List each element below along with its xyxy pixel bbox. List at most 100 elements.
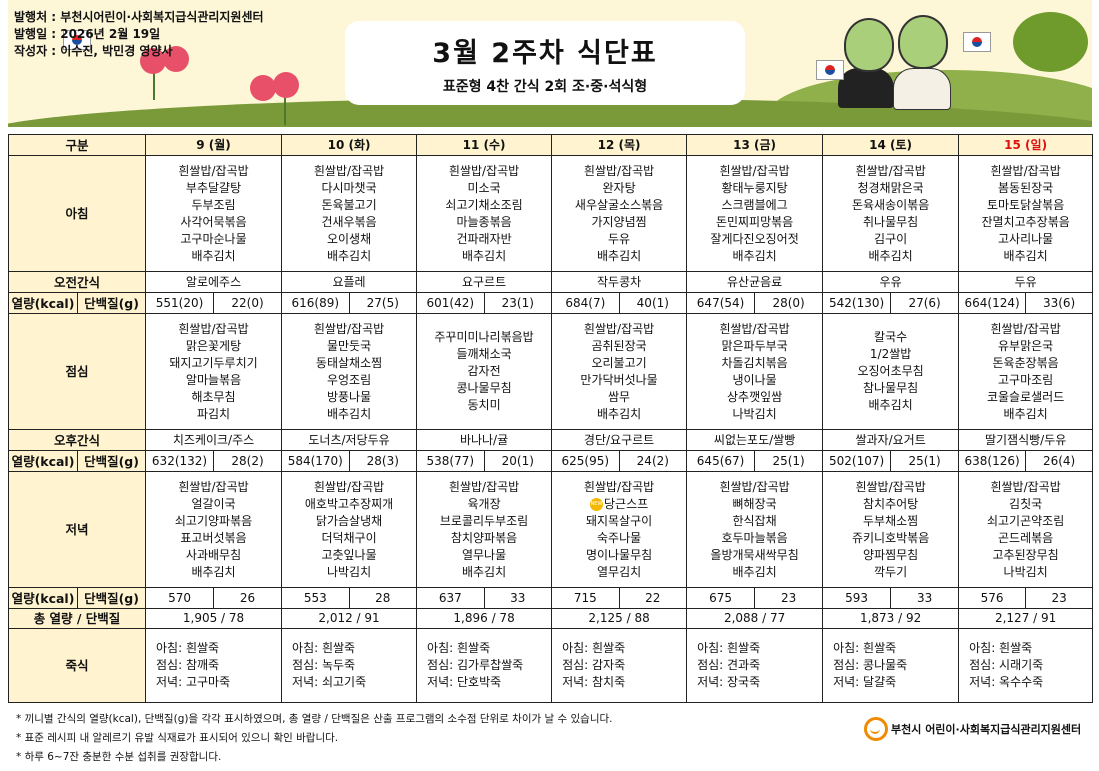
header-banner: 발행처 : 부천시어린이·사회복지급식관리지원센터 발행일 : 2026년 2월…: [8, 0, 1092, 127]
hdr-row: 구분 9 (월) 10 (화) 11 (수) 12 (목) 13 (금) 14 (토) 15 …: [7, 134, 1094, 156]
pm_snack-cell: 바나나/귤: [416, 429, 553, 451]
menu-item-text: 숙주나물: [596, 530, 642, 545]
kcal-value: 715: [551, 587, 620, 609]
publish-date: 발행일 : 2026년 2월 19일: [14, 27, 161, 41]
kcal-value: 593: [822, 587, 892, 609]
menu-item-text: 오징어초무침: [857, 364, 924, 378]
menu-item: 나박김치: [960, 564, 1092, 581]
menu-item-text: 고구마순나물: [180, 231, 247, 246]
menu-item: 마늘종볶음: [418, 214, 551, 231]
menu-item-text: 흰쌀밥/잡곡밥: [719, 163, 790, 178]
menu-item: 배추김치: [418, 248, 551, 265]
porridge-item: 아침: 흰쌀죽: [833, 641, 897, 655]
menu-item: 주꾸미미나리볶음밥: [418, 329, 551, 346]
menu-item-text: 맑은꽃게탕: [185, 338, 242, 353]
snack-row: 오전간식 알로에주스 요플레 요구르트 작두콩차 유산균음료 우유 두유: [7, 271, 1094, 293]
menu-item: 배추김치: [553, 248, 686, 265]
menu-item: 흰쌀밥/잡곡밥: [960, 321, 1092, 338]
flower-decoration: [273, 72, 299, 98]
menu-item-text: 감자전: [467, 364, 501, 378]
daily-total: 2,127 / 91: [958, 608, 1094, 629]
center-logo: 부천시 어린이·사회복지급식관리지원센터: [864, 717, 1081, 741]
porridge-item: 점심: 녹두죽: [292, 658, 356, 672]
porridge-cell: 아침: 흰쌀죽 점심: 참깨죽 저녁: 고구마죽: [145, 628, 283, 703]
menu-item-text: 명이나물무침: [585, 547, 653, 562]
menu-item-text: 고춧잎나물: [321, 547, 377, 562]
character-body-decoration: [838, 68, 894, 108]
menu-item: 돈육춘장볶음: [960, 355, 1092, 372]
menu-item-text: 다시마챗국: [321, 180, 377, 195]
menu-item: 오이생채: [283, 231, 416, 248]
menu-item-text: 돼지목살구이: [585, 513, 653, 528]
porridge-item: 아침: 흰쌀죽: [697, 641, 761, 655]
menu-item-text: 해초무침: [191, 389, 236, 404]
menu-item: 동태살채소찜: [283, 355, 416, 372]
protein-value: 28(2): [213, 450, 283, 472]
menu-item-text: 배추김치: [326, 406, 372, 421]
menu-item: 흰쌀밥/잡곡밥: [147, 479, 281, 496]
breakfast-menu-cell: 흰쌀밥/잡곡밥 부추달걀탕 두부조림 사각어묵볶음 고구마순나물 배추김치: [145, 155, 283, 272]
menu-item: 흰쌀밥/잡곡밥: [553, 321, 686, 338]
breakfast-menu-cell: 흰쌀밥/잡곡밥 청경채맑은국 돈육새송이볶음 취나물무침 김구이 배추김치: [822, 155, 960, 272]
menu-table: 구분 9 (월) 10 (화) 11 (수) 12 (목) 13 (금) 14 (토) 15 …: [7, 134, 1094, 703]
snack-row: 오후간식 치즈케이크/주스 도너츠/저당두유 바나나/귤 경단/요구르트 씨없는포도/쌀빵…: [7, 429, 1094, 451]
protein-value: 28(3): [348, 450, 418, 472]
menu-item-text: 취나물무침: [863, 214, 919, 229]
menu-item-text: 오리불고기: [591, 355, 647, 370]
menu-item: 배추김치: [688, 564, 822, 581]
menu-item: 숙주나물: [553, 530, 686, 547]
row-label-lunch: 점심: [7, 313, 147, 430]
menu-item: 고추된장무침: [960, 547, 1092, 564]
menu-item: 닭가슴살냉채: [283, 513, 416, 530]
menu-item: 배추김치: [824, 248, 958, 265]
menu-item: 곰취된장국: [553, 338, 686, 355]
publisher: 발행처 : 부천시어린이·사회복지급식관리지원센터: [14, 10, 264, 24]
dinner-menu-cell: 흰쌀밥/잡곡밥 뼈해장국 한식잡채 호두마늘볶음 올방개묵새싹무침 배추김치: [686, 471, 824, 588]
menu-item-text: 잔멸치고추장볶음: [981, 214, 1070, 229]
kcal-value: 553: [281, 587, 350, 609]
menu-item: 얼갈이국: [147, 496, 281, 513]
am_snack-cell: 요구르트: [416, 271, 553, 293]
kcal-value: 632(132): [145, 450, 215, 472]
porridge-item: 점심: 감자죽: [562, 658, 626, 672]
flower-stem-decoration: [284, 95, 286, 125]
korean-flag-icon: [963, 32, 991, 52]
row-label-porridge: 죽식: [7, 628, 147, 703]
menu-item-text: 애호박고추장찌개: [304, 496, 394, 511]
menu-item: 쌈무: [553, 389, 686, 406]
menu-item-text: 콩나물무침: [456, 381, 512, 395]
porridge-item: 아침: 흰쌀죽: [427, 641, 491, 655]
menu-item-text: 두부채소찜: [863, 513, 919, 528]
menu-item-text: 흰쌀밥/잡곡밥: [583, 479, 655, 494]
author: 작성자 : 이수진, 박민경 영양사: [14, 44, 173, 58]
menu-item-text: 건파래자반: [456, 231, 512, 246]
kcal-value: 601(42): [416, 292, 485, 314]
menu-item: 배추김치: [824, 397, 958, 414]
kcal-value: 570: [145, 587, 215, 609]
breakfast-menu-cell: 흰쌀밥/잡곡밥 봄동된장국 토마토닭살볶음 잔멸치고추장볶음 고사리나물 배추김치: [958, 155, 1094, 272]
menu-item-text: 나박김치: [732, 406, 777, 421]
menu-item-text: 차돌김치볶음: [721, 355, 788, 370]
porridge-item: 아침: 흰쌀죽: [969, 641, 1033, 655]
menu-item: 토마토닭살볶음: [960, 197, 1092, 214]
day-header: 13 (금): [686, 134, 824, 156]
dinner-menu-cell: 흰쌀밥/잡곡밥 얼갈이국 쇠고기양파볶음 표고버섯볶음 사과배무침 배추김치: [145, 471, 283, 588]
corner-header: 구분: [7, 134, 147, 156]
kcal-value: 675: [686, 587, 756, 609]
menu-item: 칼국수: [824, 329, 958, 346]
menu-item: 맑은꽃게탕: [147, 338, 281, 355]
kcal-value: 542(130): [822, 292, 892, 314]
menu-item-text: 흰쌀밥/잡곡밥: [178, 321, 249, 336]
menu-item-text: 김칫국: [1009, 496, 1043, 511]
menu-item-text: 배추김치: [461, 564, 507, 579]
menu-item: 고구마조림: [960, 372, 1092, 389]
kcal-value: 647(54): [686, 292, 756, 314]
day-header: 9 (월): [145, 134, 283, 156]
kcal-value: 576: [958, 587, 1027, 609]
footnote: * 끼니별 간식의 열량(kcal), 단백질(g)을 각각 표시하였으며, 총…: [16, 713, 613, 725]
menu-item: 육개장: [418, 496, 551, 513]
page-title: 3월 2주차 식단표: [432, 38, 658, 69]
dinner-menu-cell: 흰쌀밥/잡곡밥 NEW 당근스프 돼지목살구이 숙주나물 명이나물무침 열무김치: [551, 471, 688, 588]
row-label-dinner: 저녁: [7, 471, 147, 588]
menu-item: 흰쌀밥/잡곡밥: [688, 163, 822, 180]
